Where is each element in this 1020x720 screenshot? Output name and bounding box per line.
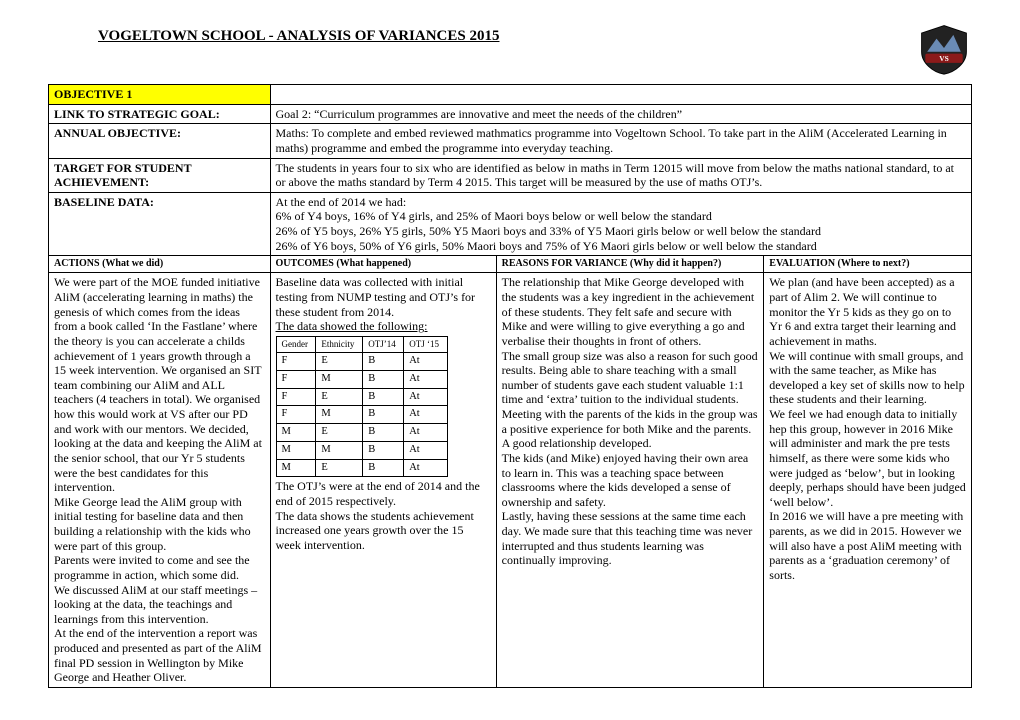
actions-cell: We were part of the MOE funded initiativ… <box>49 273 271 688</box>
link-value: Goal 2: “Curriculum programmes are innov… <box>270 104 971 124</box>
annual-value: Maths: To complete and embed reviewed ma… <box>270 124 971 158</box>
outcomes-cell: Baseline data was collected with initial… <box>270 273 496 688</box>
target-label: TARGET FOR STUDENT ACHIEVEMENT: <box>49 158 271 192</box>
objective-label: OBJECTIVE 1 <box>49 85 271 105</box>
link-label: LINK TO STRATEGIC GOAL: <box>49 104 271 124</box>
evaluation-cell: We plan (and have been accepted) as a pa… <box>764 273 972 688</box>
variance-table: OBJECTIVE 1 LINK TO STRATEGIC GOAL: Goal… <box>48 84 972 688</box>
baseline-label: BASELINE DATA: <box>49 192 271 256</box>
baseline-value: At the end of 2014 we had:6% of Y4 boys,… <box>270 192 971 256</box>
reasons-cell: The relationship that Mike George develo… <box>496 273 764 688</box>
page-title: VOGELTOWN SCHOOL - ANALYSIS OF VARIANCES… <box>98 28 499 45</box>
outcomes-header: OUTCOMES (What happened) <box>270 256 496 273</box>
target-value: The students in years four to six who ar… <box>270 158 971 192</box>
evaluation-header: EVALUATION (Where to next?) <box>764 256 972 273</box>
school-logo-icon: VS <box>916 20 972 76</box>
actions-header: ACTIONS (What we did) <box>49 256 271 273</box>
annual-label: ANNUAL OBJECTIVE: <box>49 124 271 158</box>
otj-table: GenderEthnicityOTJ’14OTJ ‘15FEBAtFMBAtFE… <box>276 336 448 478</box>
svg-text:VS: VS <box>939 54 949 63</box>
reasons-header: REASONS FOR VARIANCE (Why did it happen?… <box>496 256 764 273</box>
objective-value <box>270 85 971 105</box>
